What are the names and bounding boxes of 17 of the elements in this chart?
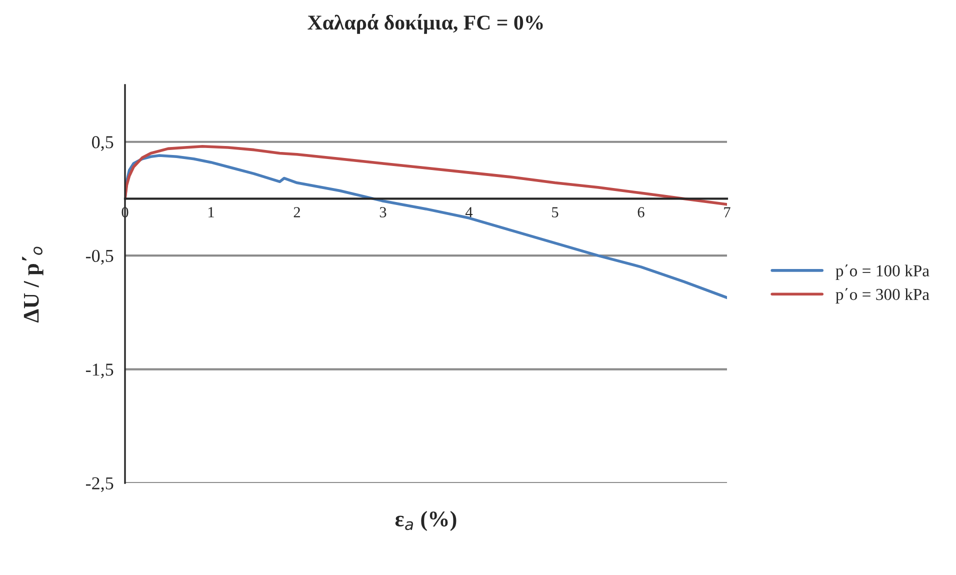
x-axis-title: ε$_{a}$ (%): [395, 510, 456, 532]
legend-label: p΄o = 300 kPa: [836, 288, 930, 304]
x-tick-label: 5: [552, 207, 558, 218]
y-axis-title: ΔU / p΄$_{o}$: [22, 246, 44, 322]
y-tick-label: -2,5: [86, 477, 114, 492]
x-tick-label: 2: [294, 207, 300, 218]
y-tick-label: -0,5: [86, 250, 114, 265]
legend-label: p΄o = 100 kPa: [836, 264, 930, 280]
chart-title: Χαλαρά δοκίμια, FC = 0%: [308, 14, 543, 34]
y-tick-label: -1,5: [86, 364, 114, 378]
x-tick-label: 3: [380, 207, 386, 218]
x-tick-label: 1: [208, 207, 214, 218]
x-tick-label: 4: [465, 207, 473, 218]
y-tick-label: 0,5: [92, 136, 114, 151]
line-series: [125, 145, 727, 206]
x-tick-label: 7: [724, 207, 730, 218]
x-tick-label: 6: [638, 207, 644, 218]
